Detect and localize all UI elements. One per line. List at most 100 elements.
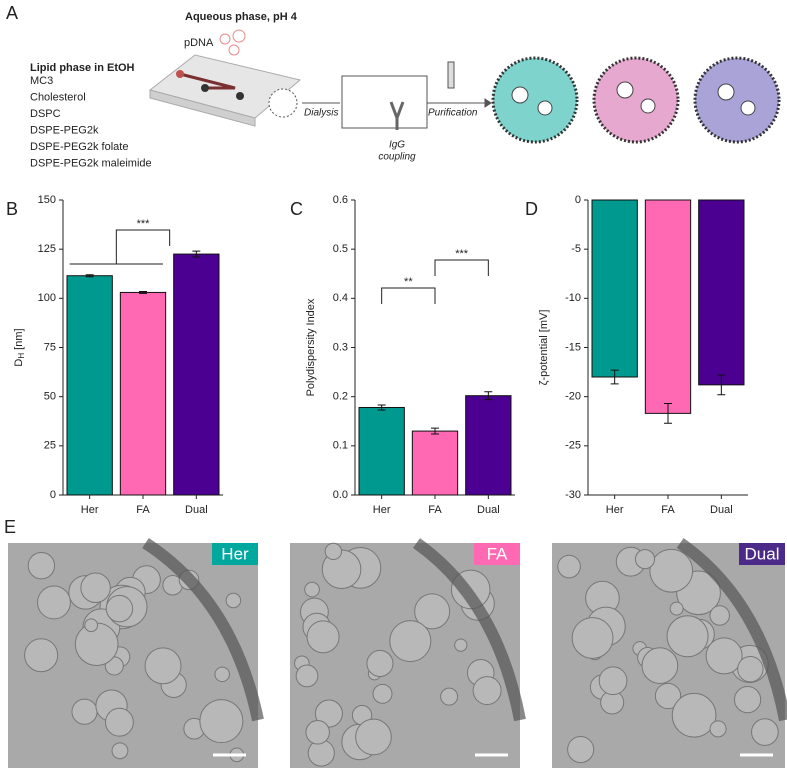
- nanoparticles: [491, 56, 781, 144]
- vesicle: [214, 666, 230, 683]
- vesicle: [355, 718, 392, 756]
- vesicle: [80, 572, 111, 604]
- x-tick-label: FA: [661, 504, 675, 516]
- y-tick-label: -20: [565, 391, 581, 403]
- y-tick-label: -25: [565, 440, 581, 452]
- y-tick-label: -5: [571, 243, 581, 255]
- error-bar: [717, 374, 726, 396]
- vesicle: [24, 638, 59, 673]
- vesicle: [84, 618, 99, 633]
- error-bar: [377, 404, 386, 411]
- process-arrows: [302, 61, 492, 130]
- lipid-label: DSPE-PEG2k folate: [30, 141, 128, 153]
- coupling-label: IgG: [389, 140, 405, 151]
- y-axis-label-part: [nm]: [13, 328, 25, 349]
- y-tick-label: 0: [575, 194, 581, 206]
- vesicle: [669, 601, 684, 616]
- vesicle: [225, 592, 242, 609]
- vesicle: [654, 682, 682, 710]
- image-label: FA: [487, 544, 508, 563]
- bar: [411, 430, 459, 496]
- vesicle: [571, 617, 614, 659]
- significance-bracket: [69, 229, 171, 265]
- vesicle: [440, 687, 459, 706]
- x-tick-label: FA: [136, 504, 150, 516]
- lipid-label: Cholesterol: [30, 91, 86, 103]
- y-tick-label: -15: [565, 341, 581, 353]
- x-tick-label: Her: [81, 504, 99, 516]
- y-tick-label: 0.1: [333, 440, 348, 452]
- error-bar: [431, 427, 439, 435]
- panel-label: A: [6, 3, 18, 23]
- step-label: Purification: [428, 108, 478, 119]
- vesicle: [104, 707, 134, 737]
- carbon-edge: [676, 538, 787, 722]
- vesicle: [567, 735, 595, 764]
- carbon-edge: [413, 538, 526, 722]
- vesicle: [304, 581, 320, 598]
- x-tick-label: Dual: [185, 504, 208, 516]
- label-box: [474, 543, 520, 565]
- image-label: Her: [221, 544, 249, 563]
- y-axis-label: Polydispersity Index: [305, 298, 317, 396]
- panel-label: E: [4, 517, 16, 537]
- vesicle: [666, 615, 709, 658]
- vesicle: [641, 647, 679, 684]
- vesicle: [27, 551, 56, 580]
- microfluidic-chip: [148, 54, 302, 127]
- panel-label: D: [525, 199, 538, 219]
- y-tick-label: 125: [38, 243, 56, 255]
- panel-label: C: [290, 199, 303, 219]
- vesicle: [366, 649, 394, 677]
- y-tick-label: 0.6: [333, 194, 348, 206]
- y-tick-label: -10: [565, 292, 581, 304]
- vesicle: [389, 620, 432, 663]
- vesicle: [37, 585, 71, 620]
- vesicle: [111, 742, 129, 760]
- pdna-icon: [219, 29, 246, 56]
- bar: [173, 253, 220, 496]
- y-tick-label: 0.2: [333, 391, 348, 403]
- lipid-label: DSPE-PEG2k maleimide: [30, 157, 152, 169]
- bar: [698, 199, 745, 386]
- lipid-list: MC3 Cholesterol DSPC DSPE-PEG2k DSPE-PEG2k f…: [30, 75, 152, 170]
- vesicle: [634, 549, 656, 570]
- y-tick-label: 0: [50, 489, 56, 501]
- aqueous-title: Aqueous phase, pH 4: [185, 11, 298, 23]
- y-axis-label-part: Polydispersity Index: [305, 298, 317, 396]
- label-box: [739, 543, 785, 565]
- significance-bracket: [381, 287, 436, 304]
- y-axis-label: DH [nm]: [13, 328, 26, 366]
- vesicle: [305, 720, 330, 745]
- x-tick-label: Dual: [477, 504, 500, 516]
- lipid-label: MC3: [30, 75, 53, 87]
- bar: [358, 406, 405, 496]
- vesicle: [737, 655, 764, 683]
- vesicle: [295, 664, 319, 688]
- bar: [644, 199, 692, 414]
- y-tick-label: 0.5: [333, 243, 348, 255]
- y-tick-label: 25: [44, 440, 56, 452]
- vesicle: [598, 666, 628, 696]
- x-tick-label: FA: [428, 504, 442, 516]
- vesicle: [709, 605, 730, 626]
- image-label: Dual: [745, 544, 780, 563]
- y-tick-label: 0.3: [333, 341, 348, 353]
- error-bar: [664, 403, 672, 424]
- vesicle: [105, 594, 134, 623]
- y-tick-label: -30: [565, 489, 581, 501]
- micrographs: Her FA Dual: [8, 537, 787, 768]
- vesicle: [733, 685, 762, 714]
- panel-label: B: [6, 199, 18, 219]
- y-axis-label-part: H: [17, 353, 26, 359]
- y-tick-label: 100: [38, 292, 56, 304]
- x-tick-label: Her: [606, 504, 624, 516]
- significance-bracket: [434, 259, 489, 276]
- vesicle: [314, 699, 343, 728]
- pdna-label: pDNA: [184, 37, 214, 49]
- error-bar: [484, 391, 493, 401]
- vesicle: [454, 638, 468, 652]
- bar: [66, 275, 113, 496]
